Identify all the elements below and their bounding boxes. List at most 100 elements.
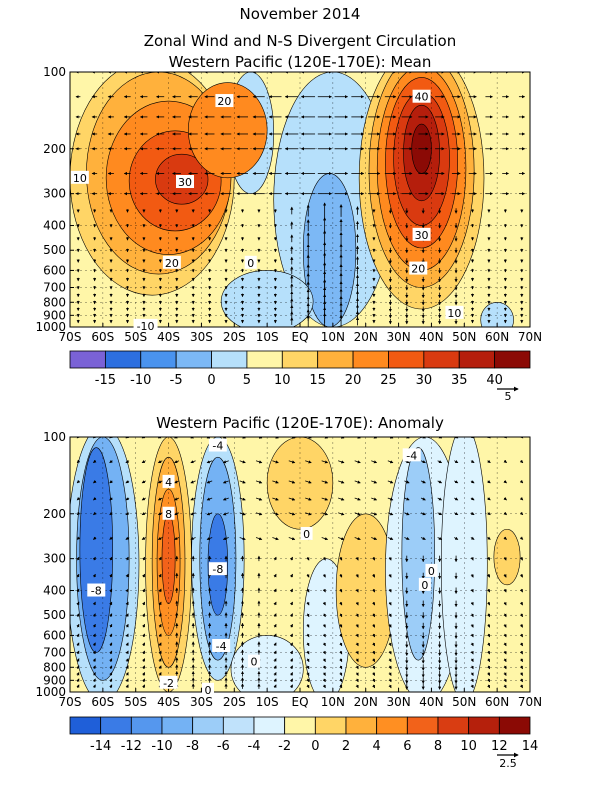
anom-vector-arrow [470, 588, 474, 593]
anom-vector-arrow [339, 678, 343, 683]
mean-colorbar-label: 40 [486, 373, 503, 388]
anom-vector-arrow [158, 588, 162, 593]
mean-colorbar-box [281, 350, 319, 369]
anom-vector-arrow [158, 573, 162, 578]
anom-vector-arrow [339, 588, 343, 593]
anom-vector-arrow [519, 601, 523, 606]
anom-vector-arrow [355, 588, 359, 593]
figure-subtitle: Zonal Wind and N-S Divergent Circulation [144, 32, 456, 50]
anom-vector-arrow [322, 588, 326, 593]
anom-vector-arrow [470, 480, 475, 484]
anom-contour-fill [79, 447, 114, 653]
anom-contour-label: 0 [421, 579, 428, 592]
mean-contour-label: 20 [217, 95, 231, 108]
anom-vector-arrow [255, 460, 263, 464]
anom-y-tick-label: 800 [43, 660, 66, 674]
anom-vector-arrow [503, 665, 507, 670]
anom-colorbar-label: 2 [342, 739, 350, 754]
mean-colorbar-label: 20 [345, 373, 362, 388]
anom-vector-arrow [322, 678, 326, 683]
anom-vector-arrow [76, 601, 80, 606]
anom-vector-arrow [92, 573, 96, 578]
anom-vector-arrow [141, 536, 146, 540]
anom-vector-arrow [289, 623, 293, 628]
anom-vector-arrow [109, 437, 113, 439]
anom-vector-arrow [142, 642, 146, 646]
anom-vector-arrow [93, 437, 97, 439]
mean-x-tick-label: 10N [321, 330, 345, 344]
anom-vector-arrow [438, 437, 443, 439]
anom-vector-arrow [487, 678, 491, 683]
anom-vector-arrow [306, 658, 310, 663]
anom-contour-label-bg [208, 438, 227, 452]
mean-colorbar-box [352, 350, 389, 369]
anom-vector-arrow [125, 658, 129, 662]
anom-vector-arrow [354, 497, 361, 501]
anom-colorbar-label: 4 [373, 739, 381, 754]
anomaly-colorbar: -14 -12 -10 -8 -6 -4 -2 0 2 4 6 8 10 12 14 [69, 716, 538, 754]
anom-vector-arrow [503, 613, 507, 618]
anom-vector-arrow [157, 512, 163, 516]
anom-vector-arrow [158, 672, 162, 676]
anom-vector-arrow [470, 658, 474, 663]
anom-vector-arrow [321, 460, 329, 464]
mean-y-tick-label: 400 [43, 219, 66, 233]
anom-vector-arrow [157, 437, 162, 439]
anom-colorbar-box [69, 716, 102, 735]
anom-vector-arrow [289, 556, 293, 561]
anom-vector-arrow [109, 623, 113, 628]
anom-vector-arrow [273, 588, 277, 593]
anom-vector-arrow [388, 665, 392, 670]
anom-vector-arrow [470, 556, 474, 561]
anom-vector-arrow [503, 437, 507, 439]
anom-vector-arrow [487, 650, 491, 655]
anom-vector-arrow [339, 601, 343, 606]
anom-vector-arrow [503, 459, 507, 464]
anom-contour-label-bg [418, 577, 431, 591]
anom-vector-arrow [142, 650, 146, 655]
mean-contour-label-bg [215, 94, 234, 108]
anom-vector-arrow [273, 684, 277, 688]
mean-x-tick-label: 30S [190, 330, 213, 344]
anom-vector-arrow [470, 459, 475, 464]
anom-vector-arrow [371, 460, 378, 464]
mean-x-tick-label: 50S [124, 330, 147, 344]
anom-contour-label: -4 [406, 449, 417, 462]
anom-vector-arrow [190, 536, 196, 540]
anom-vector-arrow [92, 684, 96, 688]
anom-vector-arrow [109, 459, 113, 464]
anom-vector-arrow [437, 497, 443, 501]
anom-vector-arrow [76, 556, 80, 561]
anom-x-tick-label: 10S [256, 695, 279, 709]
anom-vector-arrow [323, 437, 329, 439]
anom-vector-arrow [109, 658, 113, 662]
mean-contour-label-bg [412, 227, 431, 241]
anom-vector-arrow [288, 537, 296, 541]
mean-contour-label-bg [133, 318, 158, 332]
anom-x-tick-label: 40N [419, 695, 443, 709]
anom-vector-arrow [76, 665, 80, 669]
anom-vector-arrow [206, 497, 213, 501]
anom-vector-arrow [125, 556, 129, 561]
anom-vector-arrow [321, 497, 329, 501]
anom-vector-arrow [404, 497, 410, 501]
anom-vector-arrow [404, 536, 410, 540]
anom-vector-arrow [109, 684, 113, 688]
anom-vector-arrow [109, 650, 113, 655]
anom-vector-arrow [372, 437, 378, 439]
anom-vector-arrow [470, 678, 474, 683]
anom-vector-arrow [388, 678, 392, 683]
mean-x-tick-label: EQ [291, 330, 308, 344]
mean-colorbar-label: 15 [309, 373, 326, 388]
anomaly-axes: 70S 60S 50S 40S 30S 20S 10S EQ 10N 20N 30N 40N 50N 60… [35, 430, 542, 709]
anom-vector-arrow [519, 624, 523, 628]
anom-vector-arrow [355, 665, 359, 670]
anom-vector-arrow [389, 437, 394, 439]
anom-vector-arrow [470, 633, 474, 638]
anom-vector-arrow [519, 678, 523, 683]
anom-vector-arrow [503, 574, 507, 578]
anom-vector-arrow [239, 480, 246, 484]
anom-x-tick-label: 10N [321, 695, 345, 709]
anom-vector-arrow [141, 437, 146, 439]
anom-vector-arrow [372, 684, 376, 689]
